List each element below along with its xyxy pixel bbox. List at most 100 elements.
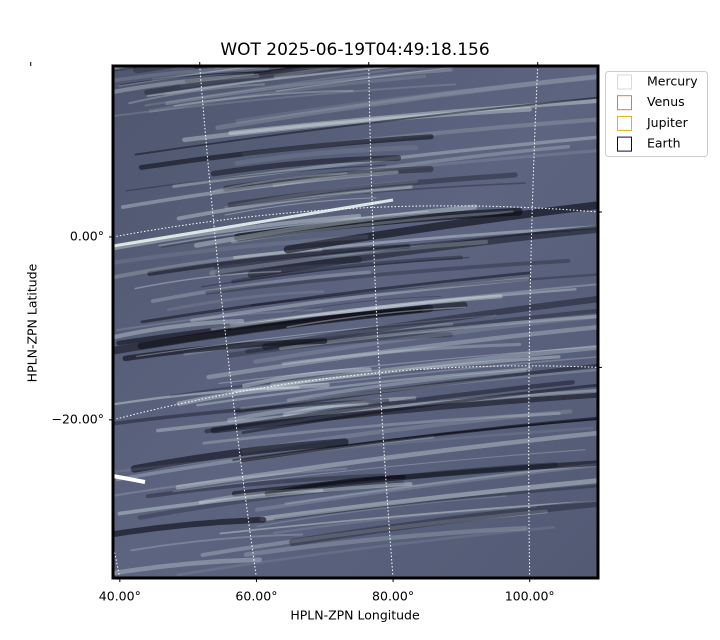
x-tick-label: 100.00°	[505, 589, 555, 604]
streak	[291, 295, 441, 313]
streak	[231, 460, 598, 497]
legend: Mercury Venus Jupiter Earth	[605, 71, 708, 157]
streak	[198, 488, 324, 505]
streak	[137, 480, 405, 520]
streak	[117, 482, 413, 516]
streak	[209, 239, 489, 276]
streak	[218, 345, 598, 385]
streak	[224, 179, 419, 210]
legend-swatch	[617, 95, 632, 111]
streak	[134, 96, 598, 156]
axes: 40.00° 60.00° 80.00° 100.00° 0.00° −20.00°	[30, 62, 602, 604]
streak	[161, 223, 359, 249]
legend-swatch	[617, 136, 632, 152]
y-axis-label: HPLN-ZPN Latitude	[25, 263, 40, 382]
streak	[156, 389, 598, 433]
streak	[259, 478, 598, 522]
streak	[205, 259, 571, 295]
streak	[196, 367, 532, 407]
streak	[201, 256, 470, 288]
streak	[235, 74, 598, 124]
streak	[250, 273, 598, 307]
streak	[273, 505, 538, 535]
streak	[253, 314, 598, 364]
streak	[234, 207, 523, 242]
streak	[115, 308, 323, 332]
streak	[210, 288, 577, 331]
legend-label: Earth	[647, 136, 681, 151]
image-frame	[111, 64, 600, 580]
streak	[113, 474, 146, 484]
streak	[120, 170, 399, 209]
streak	[231, 255, 463, 284]
streak	[223, 165, 434, 192]
x-tick-label: 60.00°	[235, 589, 277, 604]
streak	[240, 368, 598, 410]
streak	[214, 226, 598, 270]
streak	[113, 426, 595, 474]
streak	[172, 135, 598, 188]
streak	[255, 463, 598, 512]
streak	[136, 314, 497, 357]
streak	[227, 172, 518, 208]
legend-label: Venus	[647, 94, 685, 109]
streak	[165, 68, 453, 106]
streak	[138, 134, 434, 170]
streak	[241, 416, 598, 463]
streak	[147, 244, 411, 277]
streak	[182, 107, 532, 143]
streak	[289, 499, 598, 546]
streak	[113, 198, 394, 248]
x-axis-label: HPLN-ZPN Longitude	[290, 608, 420, 623]
streak	[210, 155, 402, 177]
streak	[169, 368, 424, 397]
streak	[190, 277, 530, 323]
streak	[148, 74, 427, 113]
streak	[113, 66, 270, 83]
grid-line	[368, 66, 394, 578]
grid-line	[113, 541, 121, 578]
streak	[119, 71, 272, 86]
streak	[200, 509, 549, 557]
streak	[151, 66, 279, 81]
x-tick-label: 40.00°	[99, 589, 141, 604]
streak	[212, 172, 348, 193]
streak	[113, 386, 300, 406]
streak	[256, 495, 507, 527]
streak	[229, 283, 598, 326]
streak	[113, 304, 434, 355]
streak	[172, 449, 586, 493]
streak	[253, 149, 598, 186]
streak	[202, 411, 561, 445]
streak	[228, 98, 598, 136]
grid-line	[528, 66, 539, 578]
streak	[206, 324, 598, 380]
streak	[270, 344, 598, 388]
streak	[134, 270, 282, 290]
legend-swatch	[617, 115, 632, 131]
streak	[227, 182, 526, 208]
streak	[273, 66, 355, 79]
streak	[179, 66, 348, 89]
streak	[272, 144, 571, 188]
streak	[113, 398, 390, 426]
streak	[286, 369, 527, 402]
y-tick-label: 0.00°	[70, 228, 104, 243]
streak	[144, 66, 384, 95]
streak	[146, 66, 409, 97]
streak	[219, 499, 598, 535]
streak	[273, 484, 598, 521]
streak	[226, 332, 453, 358]
streak	[128, 83, 266, 105]
x-tick-label: 80.00°	[372, 589, 414, 604]
streak	[140, 271, 531, 324]
streak	[150, 270, 371, 303]
streak	[193, 204, 478, 248]
streak	[130, 533, 304, 552]
legend-label: Mercury	[647, 74, 698, 89]
streak	[241, 383, 598, 435]
streak	[175, 430, 598, 490]
image	[113, 66, 598, 578]
streak	[243, 525, 528, 557]
